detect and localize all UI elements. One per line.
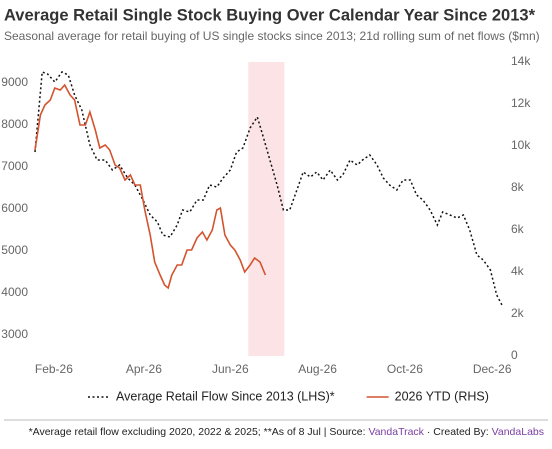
y2-tick-label: 6k — [511, 222, 525, 236]
footnote-text: · Created By: — [423, 426, 492, 438]
x-tick-label: Jun-26 — [212, 362, 249, 376]
series-line — [34, 70, 504, 308]
footnote-text: *Average retail flow excluding 2020, 202… — [28, 426, 369, 438]
y2-tick-label: 2k — [511, 306, 525, 320]
y2-tick-label: 8k — [511, 180, 525, 194]
y2-tick-label: 14k — [511, 54, 531, 68]
x-tick-label: Dec-26 — [473, 362, 512, 376]
y2-tick-label: 12k — [511, 96, 531, 110]
y-tick-label: 7000 — [1, 159, 28, 173]
y2-tick-label: 0 — [511, 348, 518, 362]
y2-tick-label: 10k — [511, 138, 531, 152]
creator-link[interactable]: VandaLabs — [491, 426, 544, 438]
chart-subtitle: Seasonal average for retail buying of US… — [4, 29, 540, 43]
y-tick-label: 3000 — [1, 327, 28, 341]
x-tick-label: Feb-26 — [35, 362, 73, 376]
y-tick-label: 9000 — [1, 75, 28, 89]
y-tick-label: 5000 — [1, 243, 28, 257]
y-tick-label: 8000 — [1, 117, 28, 131]
series-line — [34, 83, 267, 290]
x-tick-label: Aug-26 — [298, 362, 337, 376]
x-tick-label: Oct-26 — [387, 362, 423, 376]
source-link[interactable]: VandaTrack — [368, 426, 424, 438]
y-tick-label: 6000 — [1, 201, 28, 215]
chart-title: Average Retail Single Stock Buying Over … — [4, 6, 536, 24]
legend-label: 2026 YTD (RHS) — [395, 389, 489, 403]
y-tick-label: 4000 — [1, 285, 28, 299]
x-tick-label: Apr-26 — [126, 362, 162, 376]
footnote: *Average retail flow excluding 2020, 202… — [0, 426, 544, 438]
y2-tick-label: 4k — [511, 264, 525, 278]
legend-label: Average Retail Flow Since 2013 (LHS)* — [116, 389, 335, 403]
highlight-band — [248, 62, 285, 356]
